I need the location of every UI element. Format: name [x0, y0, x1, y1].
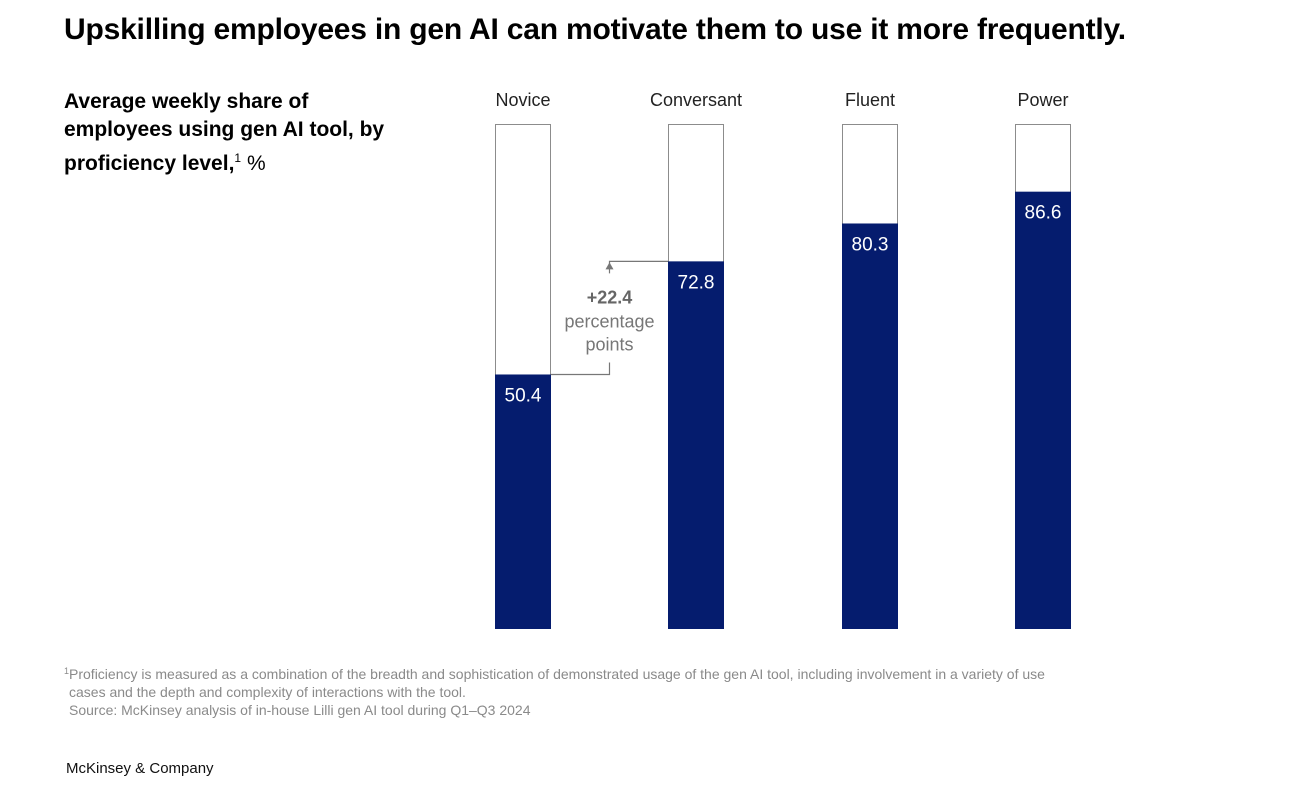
footnote-line-1: 1Proficiency is measured as a combinatio… [64, 662, 1194, 683]
category-label-fluent: Fluent [845, 90, 895, 110]
annotation-arrow-icon [605, 262, 614, 270]
annotation-value: +22.4 [587, 287, 633, 307]
chart-title: Upskilling employees in gen AI can motiv… [64, 13, 1126, 46]
bar-fluent [842, 223, 898, 630]
subtitle-footnote-mark: 1 [234, 151, 242, 165]
annotation-bracket-lower [551, 362, 611, 376]
brand-logo-text: McKinsey & Company [66, 760, 214, 777]
bar-novice [495, 374, 551, 629]
bar-conversant [668, 261, 724, 629]
annotation-unit-line1: percentage [564, 311, 654, 331]
footnote-mark: 1 [64, 666, 70, 676]
category-label-novice: Novice [495, 90, 550, 110]
annotation-unit-line2: points [585, 334, 633, 354]
value-label-conversant: 72.8 [678, 272, 715, 293]
bar-chart: Novice 50.4 Conversant 72.8 Fluent 80.3 Power 8… [495, 90, 1071, 630]
annotation-bracket-upper [608, 260, 668, 274]
value-label-power: 86.6 [1025, 203, 1062, 224]
category-label-conversant: Conversant [650, 90, 742, 110]
footnotes: 1Proficiency is measured as a combinatio… [64, 662, 1194, 719]
chart-subtitle: Average weekly share of employees using … [64, 88, 394, 178]
value-label-fluent: 80.3 [852, 234, 889, 255]
category-label-power: Power [1017, 90, 1068, 110]
source-note: Source: McKinsey analysis of in-house Li… [69, 702, 531, 718]
subtitle-unit: % [246, 152, 266, 175]
subtitle-text: Average weekly share of employees using … [64, 90, 385, 175]
footnote-line-2: cases and the depth and complexity of in… [69, 684, 466, 700]
bar-power [1015, 191, 1071, 630]
footnote-text-1: Proficiency is measured as a combination… [69, 666, 1045, 682]
value-label-novice: 50.4 [505, 385, 542, 406]
